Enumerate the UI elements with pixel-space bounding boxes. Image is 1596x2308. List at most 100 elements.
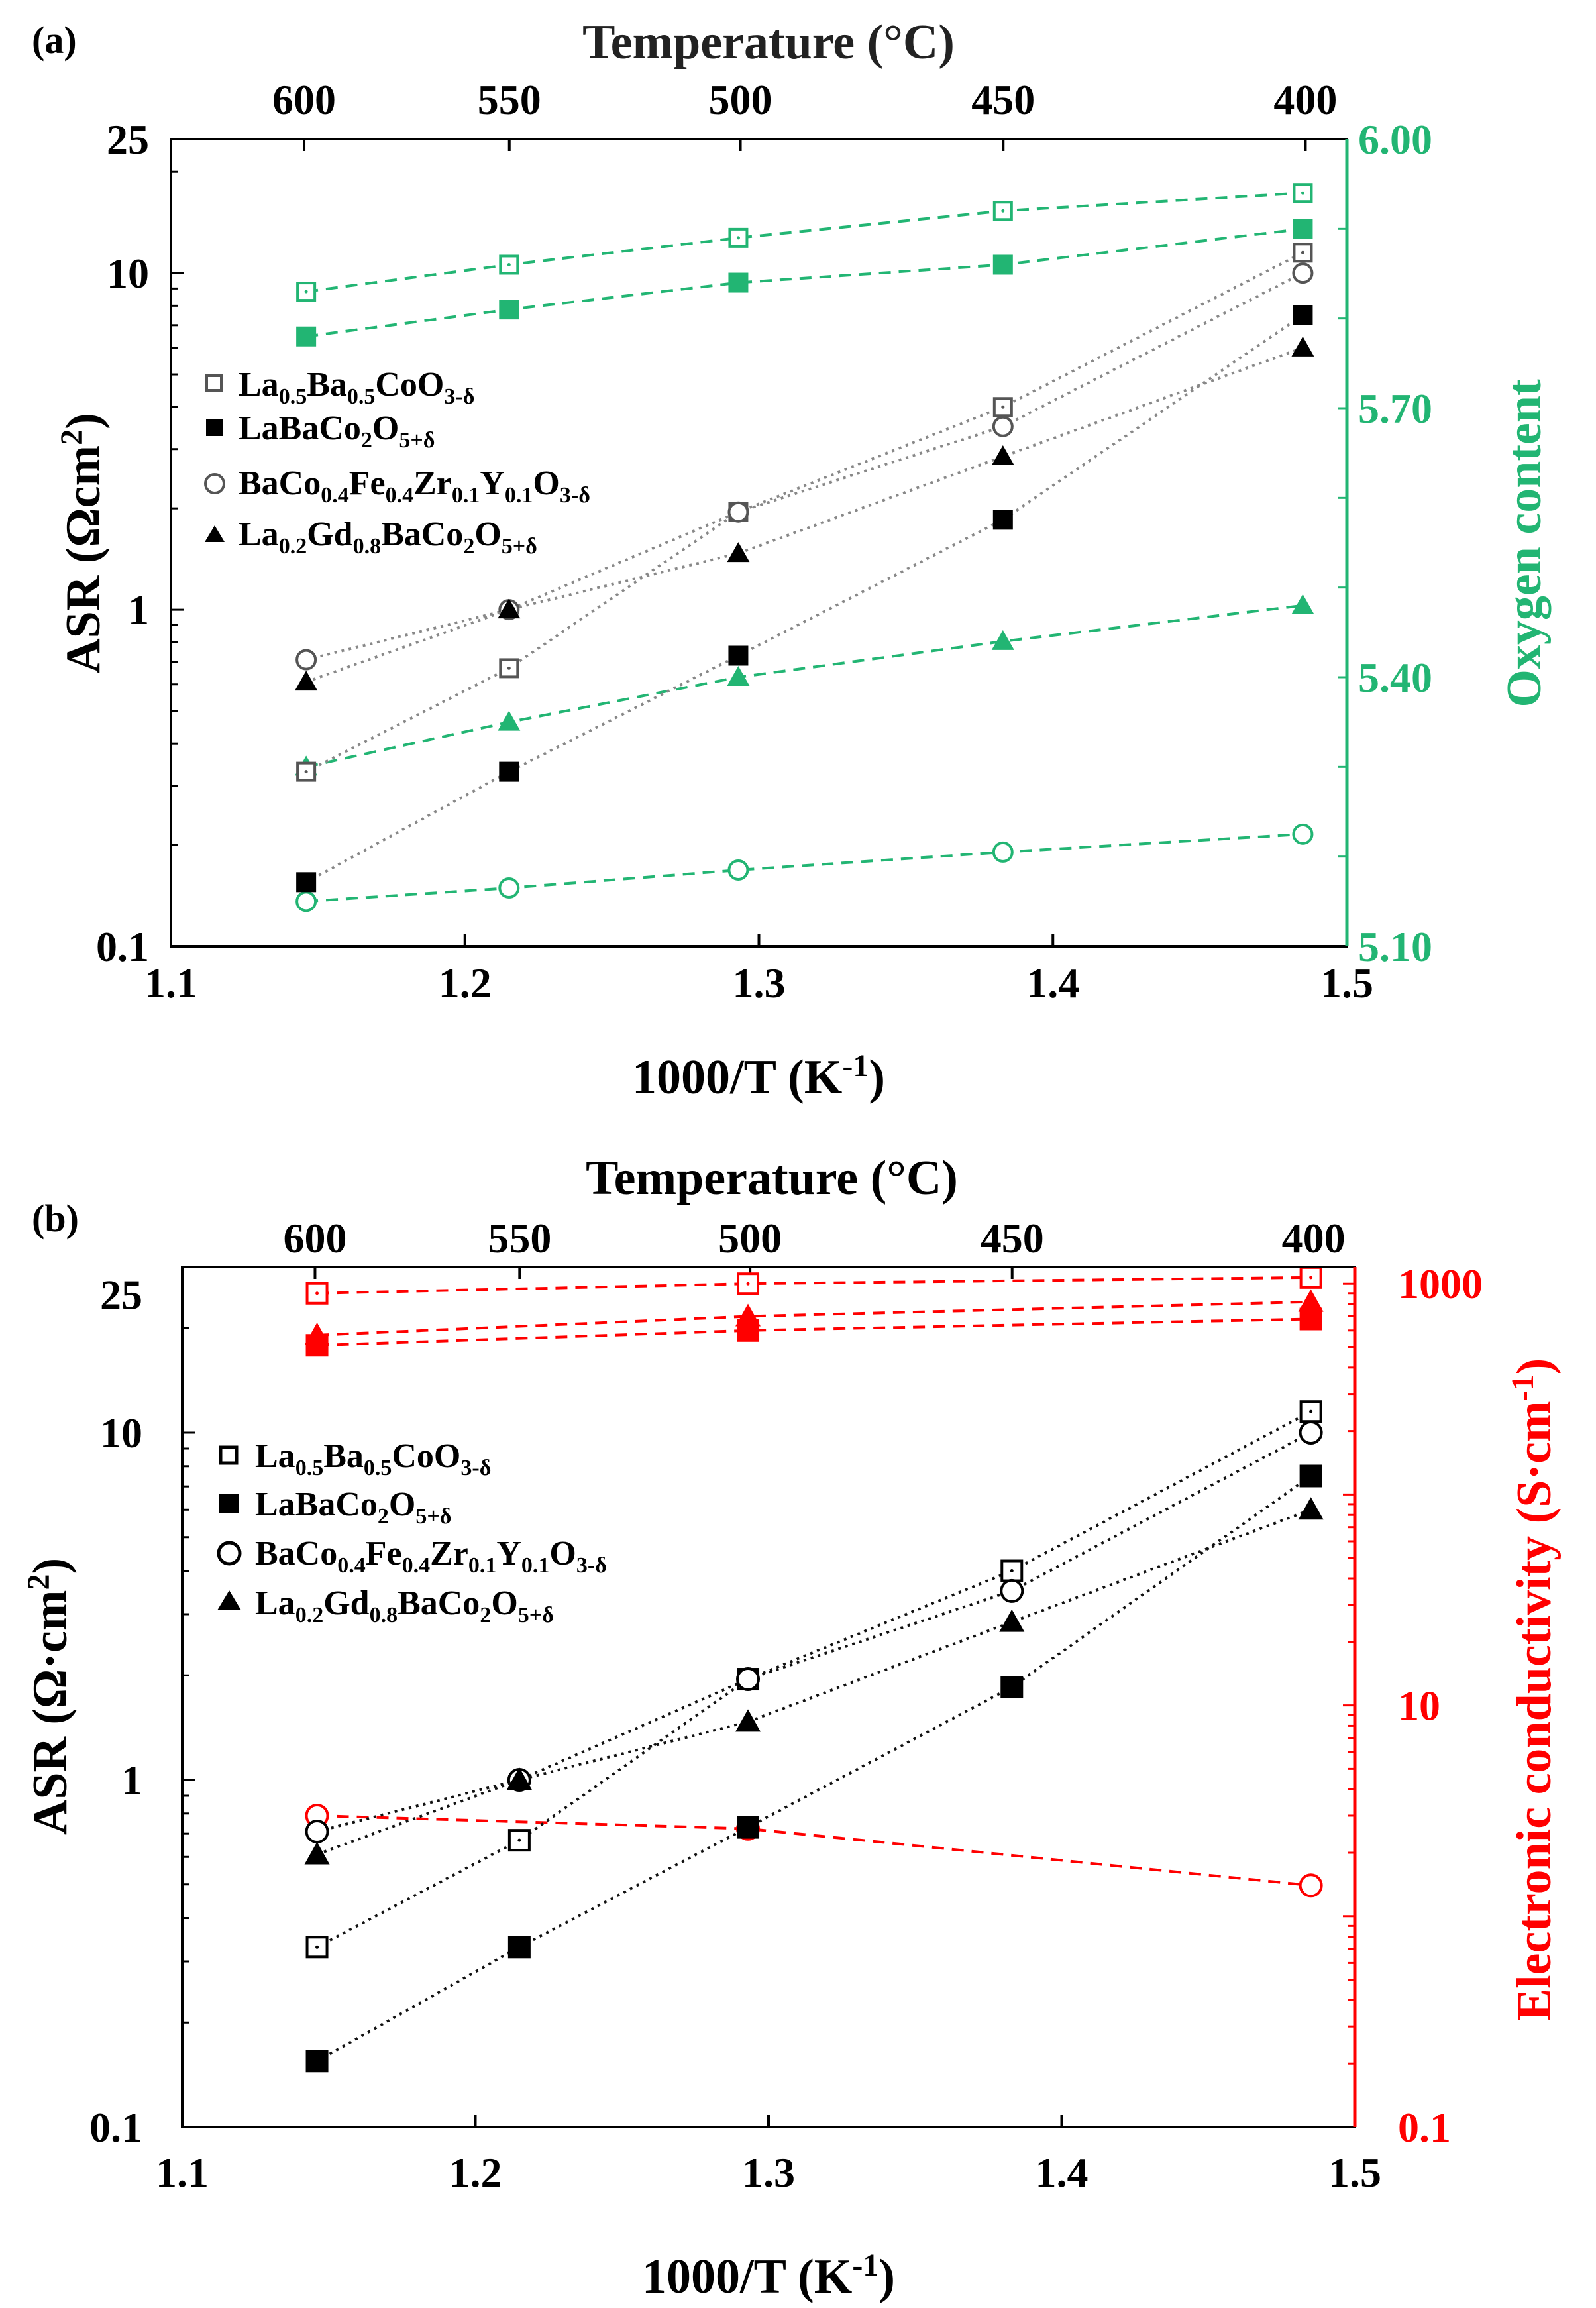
series-line xyxy=(317,1431,1312,1833)
data-point-square-open xyxy=(305,1282,329,1305)
x-tick-label: 1.1 xyxy=(156,2149,209,2196)
panel-a-left-tick-labels: 0.1 1 10 25 xyxy=(96,116,149,970)
x-tick-label: 1.5 xyxy=(1320,960,1373,1007)
panel-b-series xyxy=(304,1266,1324,2073)
top-tick-label: 600 xyxy=(272,76,336,123)
marker-center-dot xyxy=(315,1945,319,1949)
data-point-triangle-filled xyxy=(727,542,750,563)
data-point-square-open xyxy=(507,1829,531,1852)
right-axis-series xyxy=(296,219,1313,347)
panel-a-left-axis-title-sup: 2 xyxy=(54,429,89,445)
y-left-tick-label: 10 xyxy=(107,250,149,297)
legend-entry: La0.5Ba0.5CoO3-δ xyxy=(219,1437,491,1480)
data-point-triangle-filled xyxy=(735,1709,761,1732)
legend-entry: BaCo0.4Fe0.4Zr0.1Y0.1O3-δ xyxy=(204,465,590,508)
x-tick-label: 1.3 xyxy=(742,2149,795,2196)
y-left-tick-label: 25 xyxy=(100,1271,142,1318)
data-point-square-filled xyxy=(1000,1676,1024,1699)
panel-b-top-ticks: 600 550 500 450 400 xyxy=(283,1215,1345,1262)
marker-square xyxy=(1000,1559,1024,1582)
top-tick-label: 400 xyxy=(1273,76,1337,123)
data-point-square-open xyxy=(1299,1400,1322,1423)
series-line xyxy=(317,1300,1311,1337)
top-tick-label: 550 xyxy=(478,76,541,123)
data-point-square-filled xyxy=(728,272,749,293)
panel-a-right-tick-labels: 5.10 5.40 5.70 6.00 xyxy=(1358,116,1432,970)
top-tick-label: 400 xyxy=(1282,1215,1346,1262)
panel-b-right-tick-labels: 0.1 10 1000 xyxy=(1398,1260,1483,2151)
marker-center-dot xyxy=(315,1291,319,1295)
data-point-square-filled xyxy=(499,761,519,782)
x-tick-label: 1.4 xyxy=(1026,960,1079,1007)
asr-series xyxy=(296,305,1313,893)
panel-b-label: (b) xyxy=(32,1197,79,1240)
series-line xyxy=(305,313,1304,884)
y-right-tick-label: 6.00 xyxy=(1358,116,1432,163)
right-axis-series xyxy=(295,823,1314,912)
data-point-circle-open xyxy=(1292,823,1314,845)
panel-a-left-axis-title: ASR (Ωcm2) xyxy=(54,413,111,674)
legend-entry: LaBaCo2O5+δ xyxy=(219,1486,451,1529)
series-line xyxy=(317,1814,1311,1887)
panel-b-left-axis-title-text: ASR (Ω·cm xyxy=(23,1590,78,1836)
y-left-tick-label: 1 xyxy=(128,586,149,633)
marker-center-dot xyxy=(517,1838,521,1842)
data-point-triangle-filled xyxy=(999,1609,1025,1632)
top-tick-label: 500 xyxy=(718,1215,782,1262)
panel-a-top-axis-title: Temperature (°C) xyxy=(582,15,955,70)
panel-b-right-axis-title: Electronic conductivity (S·cm-1) xyxy=(1505,1358,1562,2021)
series-line xyxy=(316,1508,1312,1856)
panel-a-series xyxy=(295,183,1314,912)
top-tick-label: 500 xyxy=(709,76,772,123)
panel-a-bottom-axis-title-end: ) xyxy=(869,1050,885,1105)
x-tick-label: 1.3 xyxy=(733,960,786,1007)
panel-a: (a) Temperature (°C) 600 550 500 450 400 0.1… xyxy=(32,15,1552,1105)
legend-label: La0.5Ba0.5CoO3-δ xyxy=(255,1437,491,1480)
legend-marker-square-filled xyxy=(219,1494,239,1513)
legend-label: BaCo0.4Fe0.4Zr0.1Y0.1O3-δ xyxy=(255,1535,607,1578)
panel-b: (b) Temperature (°C) 600 550 500 450 400 0.1… xyxy=(21,1151,1562,2304)
panel-a-legend: La0.5Ba0.5CoO3-δ LaBaCo2O5+δ BaCo0.4Fe0.… xyxy=(204,366,590,559)
top-tick-label: 450 xyxy=(981,1215,1044,1262)
panel-b-bottom-tick-labels: 1.1 1.2 1.3 1.4 1.5 xyxy=(156,2149,1381,2196)
panel-b-bottom-axis-title: 1000/T (K-1) xyxy=(642,2248,895,2304)
data-point-circle-open xyxy=(727,501,749,523)
data-point-square-open xyxy=(1000,1559,1024,1582)
marker-center-dot xyxy=(304,770,308,774)
data-point-square-filled xyxy=(737,1319,760,1342)
data-point-square-open xyxy=(296,282,317,302)
right-axis-series xyxy=(305,1266,1322,1305)
legend-label: BaCo0.4Fe0.4Zr0.1Y0.1O3-δ xyxy=(239,465,590,508)
panel-b-right-axis-title-end: ) xyxy=(1507,1358,1562,1375)
series-line xyxy=(317,1276,1311,1295)
asr-series xyxy=(305,1464,1322,2073)
panel-a-top-ticks: 600 550 500 450 400 xyxy=(272,76,1337,123)
data-point-circle-open xyxy=(727,859,749,881)
data-point-square-open xyxy=(1299,1266,1322,1289)
data-point-triangle-filled xyxy=(498,710,521,731)
data-point-square-filled xyxy=(296,326,317,347)
legend-label: LaBaCo2O5+δ xyxy=(239,410,435,453)
series-line xyxy=(305,227,1303,338)
panel-a-bottom-tick-labels: 1.1 1.2 1.3 1.4 1.5 xyxy=(144,960,1373,1007)
data-point-square-filled xyxy=(507,1936,531,1959)
panel-a-left-axis-title-end: ) xyxy=(56,413,111,429)
data-point-circle-open xyxy=(1299,1421,1323,1445)
data-point-square-open xyxy=(296,761,317,782)
x-tick-label: 1.2 xyxy=(449,2149,502,2196)
marker-center-dot xyxy=(1301,191,1304,195)
data-point-square-filled xyxy=(305,2050,329,2073)
x-tick-label: 1.2 xyxy=(439,960,492,1007)
marker-center-dot xyxy=(1309,1276,1313,1280)
marker-center-dot xyxy=(507,262,511,266)
legend-marker-triangle-filled xyxy=(205,525,225,542)
series-line xyxy=(305,346,1304,683)
legend-label: La0.2Gd0.8BaCo2O5+δ xyxy=(239,516,537,559)
legend-marker-square-open xyxy=(205,374,223,392)
y-left-tick-label: 1 xyxy=(121,1757,142,1804)
data-point-circle-open xyxy=(498,877,520,899)
data-point-triangle-filled xyxy=(1298,1497,1324,1520)
x-tick-label: 1.1 xyxy=(144,960,197,1007)
data-point-square-filled xyxy=(296,872,317,893)
